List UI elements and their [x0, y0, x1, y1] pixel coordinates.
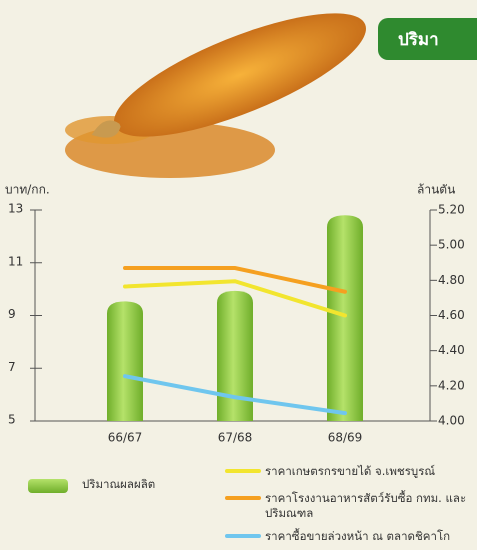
x-tick-label: 66/67 — [108, 431, 143, 445]
page: ปริมา บาท/กก. ล้านตัน 5 7 9 11 13 4.00 4.20 4.4… — [0, 0, 477, 550]
bar — [217, 291, 253, 421]
y2-tick-label: 4.80 — [438, 273, 465, 287]
x-tick-label: 68/69 — [328, 431, 363, 445]
bar — [327, 215, 363, 421]
y2-tick-label: 4.20 — [438, 378, 465, 392]
legend-swatch — [225, 469, 261, 473]
legend-swatch — [225, 534, 261, 538]
y-tick-label: 11 — [8, 254, 23, 268]
y2-tick-label: 4.00 — [438, 414, 465, 428]
bar — [107, 301, 143, 421]
y-tick-label: 13 — [8, 202, 23, 216]
y2-axis-label: ล้านตัน — [417, 183, 455, 197]
y2-tick-label: 5.20 — [438, 203, 465, 217]
y2-tick-label: 4.60 — [438, 308, 465, 322]
y-tick-label: 7 — [8, 360, 16, 374]
corn-illustration — [65, 0, 379, 178]
legend-label: ราคาโรงงานอาหารสัตว์รับซื้อ กทม. และปริม… — [265, 491, 477, 521]
legend-label: ราคาซื้อขายล่วงหน้า ณ ตลาดชิคาโก — [265, 529, 477, 544]
legend-label: ราคาเกษตรกรขายได้ จ.เพชรบูรณ์ — [265, 464, 477, 479]
y2-tick-label: 4.40 — [438, 343, 465, 357]
y2-tick-label: 5.00 — [438, 238, 465, 252]
legend-swatch — [225, 496, 261, 500]
legend-label: ปริมาณผลผลิต — [82, 477, 222, 492]
x-tick-label: 67/68 — [218, 431, 253, 445]
y-tick-label: 9 — [8, 307, 16, 321]
legend-swatch — [28, 479, 68, 493]
header-tag-text: ปริมา — [398, 30, 439, 50]
y-axis-label: บาท/กก. — [5, 183, 50, 197]
y-tick-label: 5 — [8, 413, 16, 427]
